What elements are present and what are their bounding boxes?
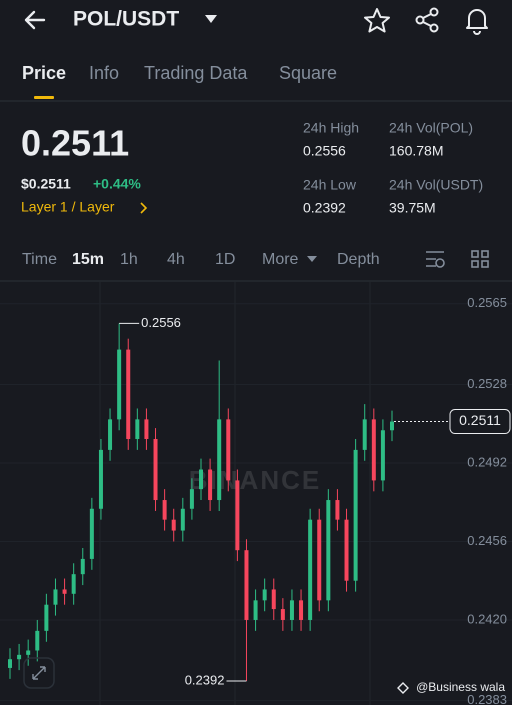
interval[interactable]: 4h: [167, 251, 185, 268]
more-dropdown[interactable]: [307, 256, 317, 262]
y-tick-label: 0.2492: [467, 454, 507, 469]
last-price-label: 0.2511: [459, 412, 501, 428]
y-tick-label: 0.2420: [467, 611, 507, 626]
chevron: [140, 202, 148, 214]
candle-body: [89, 508, 94, 559]
candle-body: [226, 419, 231, 481]
candle-body: [98, 449, 103, 509]
candle-body: [35, 630, 40, 651]
favorite-icon[interactable]: [364, 8, 390, 33]
candle-body: [299, 600, 304, 620]
candle-body: [189, 489, 194, 509]
last-price: 0.2511: [21, 123, 129, 164]
candle-body: [62, 589, 67, 594]
y-tick-label: 0.2528: [467, 376, 507, 391]
y-tick-label: 0.2456: [467, 533, 507, 548]
stats: 24h High 0.2556 24h Vol(POL) 160.78M 24h Low…: [303, 120, 483, 216]
candle-body: [390, 421, 394, 431]
candle-body: [289, 600, 294, 620]
expand-button[interactable]: [23, 657, 55, 689]
candle-body: [217, 419, 222, 501]
pair-dropdown[interactable]: [205, 15, 217, 23]
share-icon[interactable]: [415, 7, 439, 33]
candle-body: [135, 419, 140, 439]
notification-icon[interactable]: [466, 9, 488, 35]
candle-body: [80, 558, 85, 575]
active-tab-indicator: [34, 96, 54, 99]
tab[interactable]: Trading Data: [144, 63, 248, 83]
candle-body: [380, 430, 385, 481]
interval[interactable]: More: [262, 251, 299, 268]
stat-label: 24h Low: [303, 177, 357, 193]
y-tick-label: 0.2383: [467, 692, 507, 705]
candle-body: [199, 469, 203, 490]
candle-body: [144, 419, 149, 439]
interval-bar: Time 15m 1h 4h 1D More Depth: [22, 251, 380, 268]
candle-body: [171, 519, 176, 531]
y-tick-label: 0.2565: [467, 295, 507, 310]
interval[interactable]: Depth: [337, 251, 380, 268]
interval[interactable]: 15m: [72, 251, 104, 268]
candle-body: [162, 500, 167, 520]
candle-body: [335, 500, 340, 520]
pair-title[interactable]: POL/USDT: [73, 8, 179, 31]
price-change: +0.44%: [93, 176, 141, 192]
candle-body: [108, 419, 113, 450]
candle-body: [262, 589, 267, 601]
stat-value: 0.2556: [303, 143, 346, 159]
stat-value: 160.78M: [389, 143, 443, 159]
candle-body: [208, 469, 213, 501]
candle-body: [117, 349, 122, 420]
candle-body: [344, 519, 349, 581]
candle-body: [53, 589, 58, 605]
layout-icon[interactable]: [471, 250, 489, 268]
tab[interactable]: Square: [279, 63, 337, 83]
candle-body: [317, 519, 322, 601]
candle-body: [362, 419, 367, 450]
candlestick-chart: BINANCE0.25650.25280.24920.24560.24200.2…: [0, 282, 512, 705]
candle-body: [271, 589, 276, 610]
tab[interactable]: Price: [22, 63, 66, 83]
stat-label: 24h High: [303, 120, 359, 136]
sector-tags[interactable]: Layer 1 / Layer: [21, 199, 115, 215]
credit-icon: [397, 682, 409, 694]
candle-body: [326, 500, 331, 601]
interval[interactable]: 1D: [215, 251, 235, 268]
indicator-icon[interactable]: [426, 251, 445, 268]
candle-body: [280, 609, 285, 620]
candle-body: [308, 519, 313, 620]
stat-value: 0.2392: [303, 200, 346, 216]
interval[interactable]: 1h: [120, 251, 138, 268]
back-button[interactable]: [24, 10, 46, 30]
interval[interactable]: Time: [22, 251, 57, 268]
candle-body: [17, 654, 22, 660]
candle-body: [253, 600, 258, 620]
tab-bar: Price Info Trading Data Square: [22, 63, 337, 83]
candle-body: [180, 508, 185, 531]
low-annotation: 0.2392: [185, 672, 225, 687]
candle-body: [26, 650, 31, 655]
stat-label: 24h Vol(POL): [389, 120, 473, 136]
candle-body: [126, 349, 131, 439]
high-annotation: 0.2556: [141, 315, 181, 330]
candle-body: [44, 604, 49, 631]
candle-body: [153, 438, 158, 501]
candle-body: [244, 550, 249, 620]
tab[interactable]: Info: [89, 63, 119, 83]
stat-value: 39.75M: [389, 200, 436, 216]
last-price-box: [449, 409, 511, 435]
candle-body: [71, 574, 76, 594]
credit: @Business wala: [416, 680, 505, 694]
candle-body: [235, 480, 240, 551]
candle-body: [353, 449, 358, 581]
usd-price: $0.2511: [21, 176, 71, 192]
candle-body: [8, 659, 12, 668]
stat-label: 24h Vol(USDT): [389, 177, 483, 193]
candle-body: [371, 419, 376, 481]
